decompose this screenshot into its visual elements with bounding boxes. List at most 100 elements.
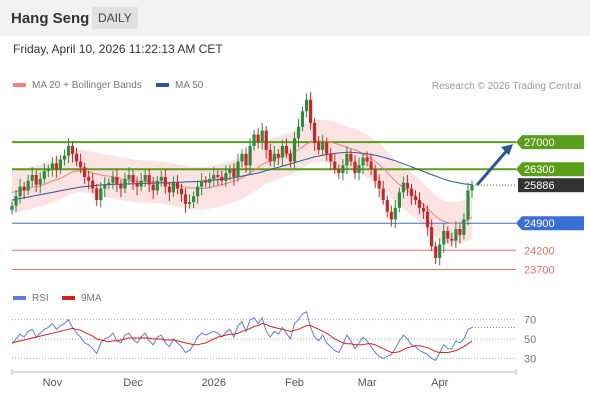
candle-body xyxy=(272,153,276,162)
last-price-label: 25886 xyxy=(524,180,555,192)
legend-rsi-label: RSI xyxy=(32,293,49,304)
candle-body xyxy=(155,180,159,191)
candle-body xyxy=(38,178,42,185)
candle-body xyxy=(397,192,401,208)
legend-ma20-swatch xyxy=(13,83,26,88)
candle-body xyxy=(466,190,470,220)
candle-body xyxy=(345,153,349,166)
candle-body xyxy=(377,180,381,189)
rsi-tick-50: 50 xyxy=(524,334,536,346)
candle-body xyxy=(353,161,357,174)
candle-body xyxy=(349,153,353,162)
candle-body xyxy=(256,134,260,143)
candle-body xyxy=(183,194,188,204)
candle-body xyxy=(143,175,147,181)
candle-body xyxy=(159,176,163,181)
candle-body xyxy=(260,130,264,143)
level-label-27000: 27000 xyxy=(524,137,555,149)
candle-body xyxy=(83,167,87,177)
legend-ma20-label: MA 20 + Bollinger Bands xyxy=(32,80,142,91)
candle-body xyxy=(135,182,139,187)
candle-body xyxy=(123,178,127,189)
candle-body xyxy=(14,196,18,206)
candle-body xyxy=(42,171,46,179)
candle-body xyxy=(470,185,474,191)
candle-body xyxy=(26,180,30,191)
candle-body xyxy=(62,155,67,160)
interval-badge[interactable]: DAILY xyxy=(92,7,138,29)
candle-body xyxy=(405,182,409,189)
candle-body xyxy=(30,175,34,181)
candle-body xyxy=(321,142,325,150)
rsi-line xyxy=(11,311,473,361)
legend-ma50-swatch xyxy=(156,83,169,88)
candle-body xyxy=(119,184,123,189)
level-label-26300: 26300 xyxy=(524,164,555,176)
legend-9ma-swatch xyxy=(62,296,75,301)
candle-body xyxy=(365,157,369,162)
candle-body xyxy=(46,169,50,172)
candles xyxy=(10,92,474,266)
level-label-23700: 23700 xyxy=(524,265,555,277)
x-tick-Nov: Nov xyxy=(43,377,63,389)
candle-body xyxy=(280,146,284,158)
forecast-arrow-head xyxy=(501,144,513,156)
research-credit: Research © 2026 Trading Central xyxy=(431,81,581,92)
candle-body xyxy=(401,182,405,193)
candle-body xyxy=(329,153,333,162)
candle-body xyxy=(139,180,143,187)
candle-body xyxy=(131,175,135,183)
level-tag-24900 xyxy=(516,216,584,231)
candle-body xyxy=(99,188,103,201)
candle-body xyxy=(232,169,236,177)
candle-body xyxy=(309,99,313,123)
candle-body xyxy=(252,134,256,147)
x-tick-Feb: Feb xyxy=(285,377,304,389)
candle-body xyxy=(393,207,397,220)
candle-body xyxy=(200,180,204,187)
candle-body xyxy=(313,122,317,143)
candle-body xyxy=(115,176,119,185)
candle-body xyxy=(337,169,341,174)
candle-body xyxy=(75,153,79,162)
legend-rsi: RSI xyxy=(13,293,49,304)
candle-body xyxy=(450,238,454,241)
candle-body xyxy=(196,186,200,197)
candle-body xyxy=(357,165,361,173)
x-tick-Mar: Mar xyxy=(358,377,377,389)
candle-body xyxy=(442,231,446,245)
candle-body xyxy=(66,146,71,156)
candle-body xyxy=(111,176,115,183)
candle-body xyxy=(369,161,373,170)
candle-body xyxy=(446,231,450,239)
rsi-ma-line xyxy=(11,322,473,353)
candle-body xyxy=(389,211,393,220)
candle-body xyxy=(385,200,389,212)
legend-ma20: MA 20 + Bollinger Bands xyxy=(13,80,142,91)
candle-body xyxy=(212,175,216,179)
candle-body xyxy=(296,126,301,139)
forecast-arrow-shaft xyxy=(475,148,510,186)
level-tag-26300 xyxy=(516,162,584,177)
candle-body xyxy=(417,200,422,208)
candle-body xyxy=(58,159,62,170)
candle-body xyxy=(91,180,95,189)
candle-body xyxy=(220,176,224,181)
candle-body xyxy=(50,163,54,170)
candle-body xyxy=(284,146,288,154)
candle-body xyxy=(264,130,268,150)
candle-body xyxy=(192,196,196,202)
level-label-24200: 24200 xyxy=(524,245,555,257)
candle-body xyxy=(288,153,292,162)
candle-body xyxy=(325,142,329,154)
candle-body xyxy=(103,184,107,189)
candle-body xyxy=(438,244,442,258)
rsi-tick-30: 30 xyxy=(524,353,536,365)
candle-body xyxy=(236,161,240,177)
candle-body xyxy=(167,186,171,193)
candle-body xyxy=(240,153,244,162)
candle-body xyxy=(413,196,418,201)
symbol-title: Hang Seng xyxy=(11,10,90,27)
candle-body xyxy=(430,227,434,247)
